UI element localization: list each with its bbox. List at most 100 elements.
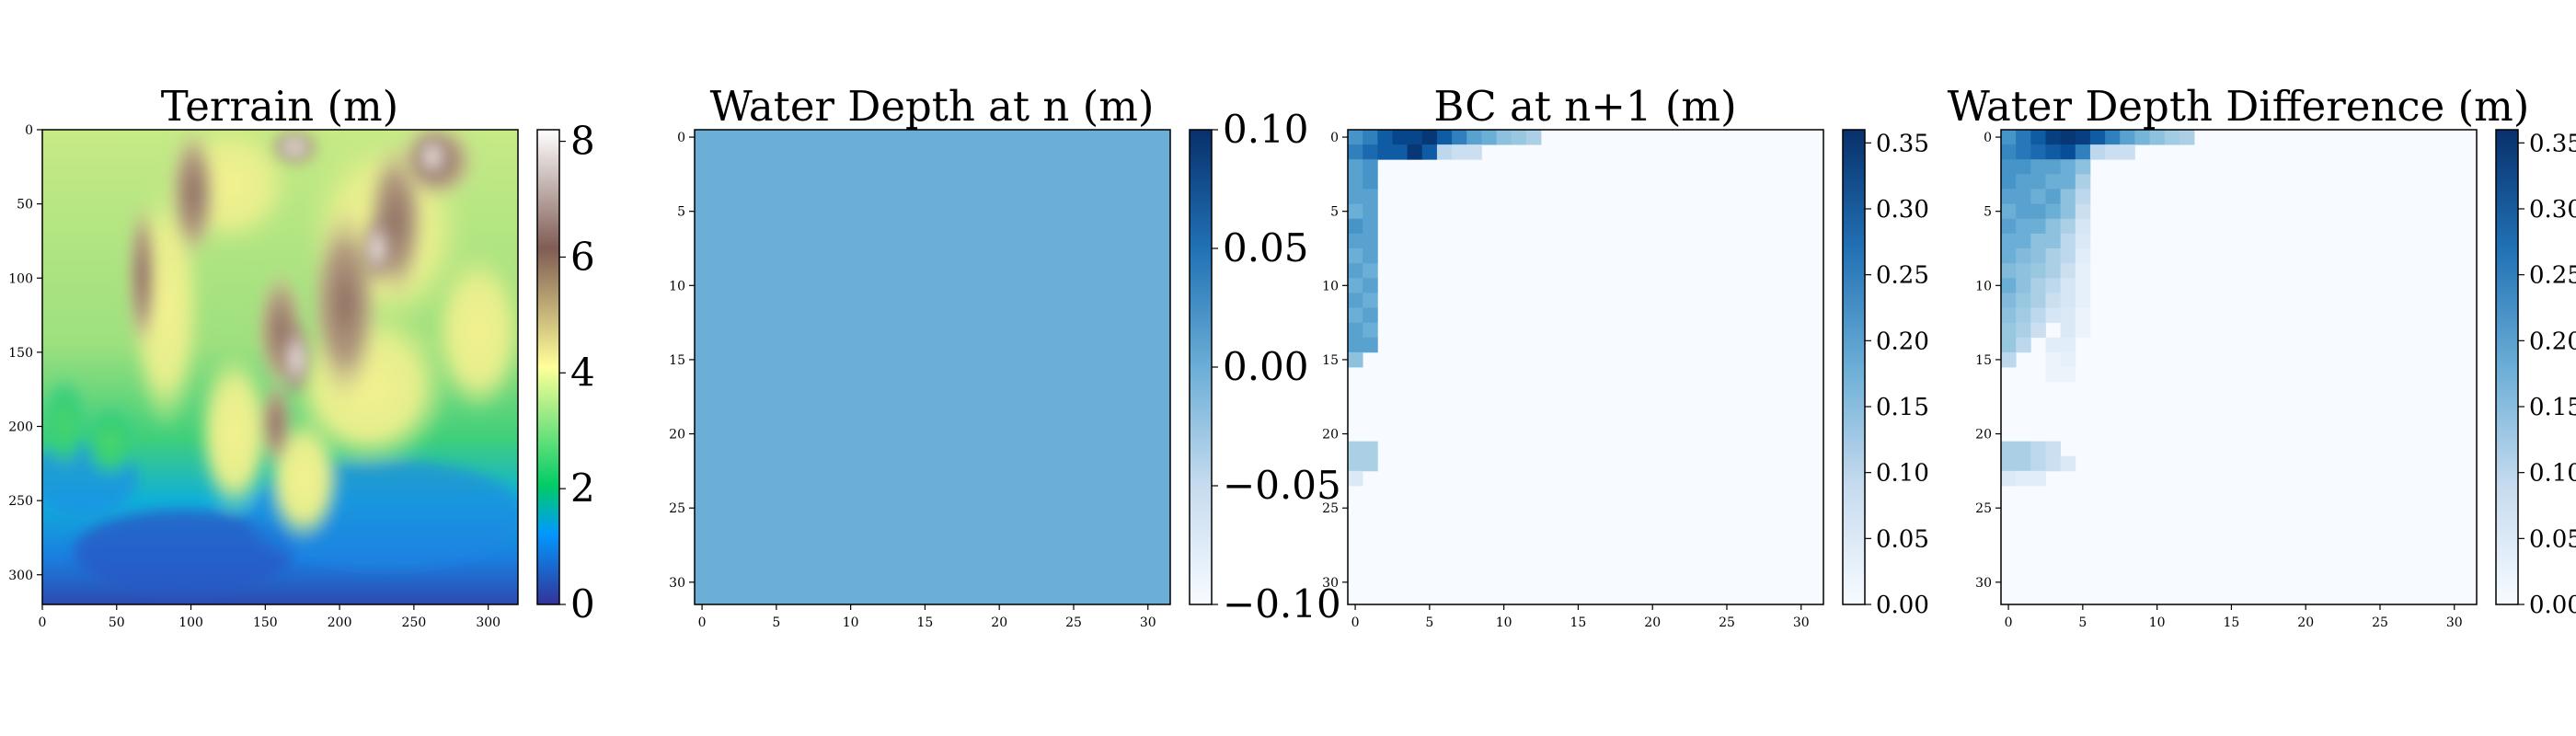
heatmap-cell [2001,293,2017,308]
heatmap-cell [2001,189,2017,205]
heatmap-cell [1363,159,1378,175]
heatmap-cell [2030,307,2046,324]
colorbar-tick-label: 0.05 [1223,225,1309,270]
colorbar-tick-label: 0.35 [1876,130,1929,157]
heatmap-cell [2030,144,2046,160]
heatmap-cell [2075,278,2091,293]
colorbar-tick-label: 0.15 [2529,394,2576,421]
heatmap-cell [2060,263,2076,279]
colorbar-tick-label: 2 [570,466,595,511]
y-tick-label: 15 [669,353,685,368]
y-tick-label: 50 [17,198,33,213]
heatmap-cell [2045,144,2062,160]
heatmap-cell [2016,322,2031,339]
heatmap-cell [1363,218,1378,235]
heatmap-cell [2016,470,2031,487]
heatmap-cell [2060,203,2076,220]
heatmap-cell [2016,144,2031,160]
heatmap-cell [2075,293,2091,308]
heatmap-cell [2016,441,2031,457]
heatmap-cell [2030,470,2046,487]
heatmap-cell [2045,203,2062,220]
x-tick-label: 20 [1644,615,1661,630]
colorbar-tick-label: −0.05 [1223,463,1341,508]
heatmap-cell [1452,144,1467,160]
heatmap-cell [2060,351,2076,368]
heatmap-cell [2030,233,2046,249]
heatmap-cell [1392,130,1409,145]
heatmap-cell [2060,233,2076,249]
heatmap-cell [2001,441,2017,457]
heatmap-cell [2089,144,2106,160]
heatmap-cell [1363,263,1378,279]
heatmap-cell [2030,322,2046,339]
heatmap-cell [2060,367,2076,383]
water-depth-panel: Water Depth at n (m) 0 5 10 15 20 25 30 0 5 10 15… [669,82,1341,630]
colorbar-tick-label: 0 [570,581,595,627]
colorbar-tick-label: 0.25 [1876,262,1929,290]
heatmap-cell [1348,189,1363,205]
heatmap-cell [2001,455,2017,472]
heatmap-cell [2105,144,2121,160]
heatmap-cell [2060,159,2076,175]
heatmap-cell [1348,203,1363,220]
heatmap-cell [2060,307,2076,324]
heatmap-cell [1348,248,1363,264]
bc-colorbar [1843,130,1865,604]
x-tick-label: 20 [991,615,1007,630]
x-tick-label: 5 [772,615,780,630]
x-tick-label: 15 [2224,615,2240,630]
heatmap-cell [1348,455,1363,472]
depth-difference-colorbar [2496,130,2518,604]
heatmap-cell [2060,130,2076,145]
heatmap-cell [1348,233,1363,249]
heatmap-cell [1363,130,1378,145]
heatmap-cell [1392,144,1409,160]
x-tick-label: 5 [1425,615,1433,630]
heatmap-cell [2149,130,2166,145]
y-tick-label: 25 [669,501,685,516]
y-tick-label: 250 [8,494,33,509]
y-tick-label: 20 [1322,428,1339,443]
heatmap-cell [2045,293,2062,308]
heatmap-cell [2045,337,2062,353]
heatmap-cell [2030,441,2046,457]
heatmap-cell [1363,189,1378,205]
heatmap-cell [2060,293,2076,308]
heatmap-cell [2045,441,2062,457]
heatmap-cell [2001,248,2017,264]
heatmap-cell [1363,233,1378,249]
terrain-panel: Terrain (m) [8,82,594,630]
heatmap-cell [2075,307,2091,324]
heatmap-cell [2045,174,2062,190]
colorbar-tick-label: 0.30 [1876,196,1929,224]
x-tick-label: 150 [253,615,278,630]
terrain-image [42,130,518,604]
heatmap-cell [1348,130,1363,145]
depth-difference-title: Water Depth Difference (m) [1948,82,2530,131]
x-tick-label: 0 [1351,615,1360,630]
y-tick-label: 5 [1330,205,1339,220]
y-tick-label: 150 [8,346,33,361]
heatmap-cell [2075,130,2091,145]
y-tick-label: 0 [677,131,685,145]
colorbar-tick-label: −0.10 [1223,581,1341,627]
heatmap-cell [2001,470,2017,487]
heatmap-cell [1363,203,1378,220]
heatmap-cell [1407,130,1423,145]
depth-difference-panel: Water Depth Difference (m) 0 5 10 15 20 25 30 … [1948,82,2576,630]
y-tick-label: 15 [1975,353,1992,368]
heatmap-cell [1363,278,1378,293]
heatmap-cell [1348,263,1363,279]
x-tick-label: 15 [917,615,934,630]
heatmap-cell [2075,174,2091,190]
heatmap-cell [2016,293,2031,308]
heatmap-cell [1466,130,1482,145]
y-tick-label: 200 [8,420,33,435]
heatmap-cell [1496,130,1512,145]
heatmap-cell [2016,337,2031,353]
heatmap-cell [1363,248,1378,264]
heatmap-cell [2045,263,2062,279]
colorbar-tick-label: 0.15 [1876,394,1929,421]
y-tick-label: 300 [8,569,33,583]
